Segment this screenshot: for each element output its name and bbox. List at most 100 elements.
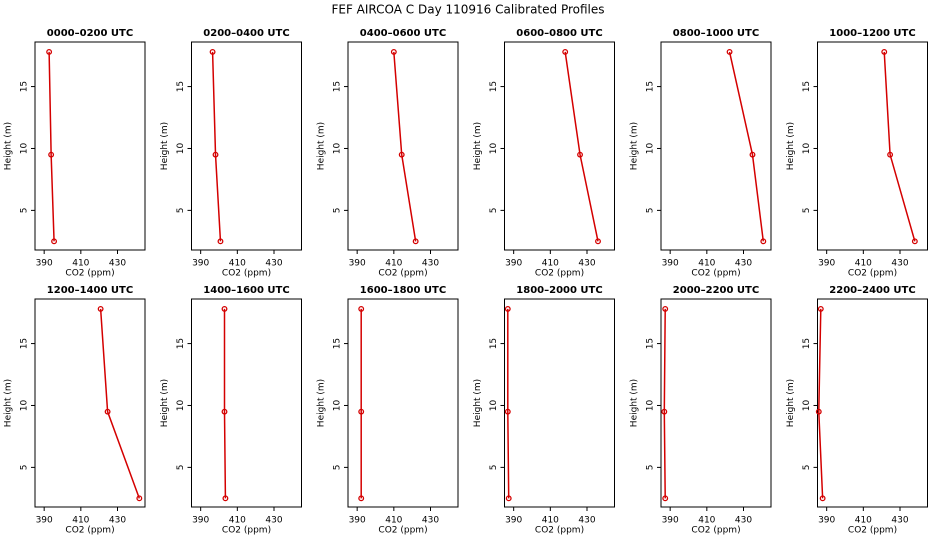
y-tick-label: 10 <box>489 399 499 411</box>
data-point <box>358 408 365 415</box>
data-point <box>221 305 228 312</box>
panel-title: 1000–1200 UTC <box>829 28 915 39</box>
x-tick-label: 390 <box>192 259 209 269</box>
panel-title: 0000–0200 UTC <box>47 28 133 39</box>
profile-line <box>728 51 765 242</box>
y-tick-label: 5 <box>20 465 30 471</box>
x-tick-label: 430 <box>735 516 752 526</box>
data-point <box>887 151 894 158</box>
data-point <box>97 305 104 312</box>
data-point <box>209 48 216 55</box>
x-tick-label: 430 <box>265 259 282 269</box>
y-tick-label: 10 <box>176 142 186 154</box>
plot-frame <box>817 41 928 251</box>
y-tick-label: 10 <box>646 142 656 154</box>
plot-frame <box>34 41 146 251</box>
data-point <box>661 408 668 415</box>
y-tick-label: 10 <box>333 142 343 154</box>
y-axis-label: Height (m) <box>786 122 796 170</box>
x-tick-label: 390 <box>192 516 209 526</box>
y-tick-label: 15 <box>176 81 186 92</box>
y-tick-label: 5 <box>20 208 30 214</box>
x-axis-label: CO2 (ppm) <box>65 269 114 279</box>
data-point <box>504 305 511 312</box>
data-point <box>136 495 143 502</box>
data-point <box>412 238 419 245</box>
data-point <box>726 48 733 55</box>
x-tick-label: 410 <box>542 516 559 526</box>
x-tick-label: 390 <box>662 516 679 526</box>
plot-frame <box>347 41 459 251</box>
panel-title: 0800–1000 UTC <box>673 28 759 39</box>
data-point <box>911 238 918 245</box>
y-tick-label: 15 <box>333 81 343 92</box>
page-title: FEF AIRCOA C Day 110916 Calibrated Profi… <box>331 3 604 17</box>
data-point <box>817 305 824 312</box>
y-tick-label: 15 <box>489 338 499 349</box>
x-tick-label: 430 <box>422 259 439 269</box>
data-point <box>819 495 826 502</box>
data-point <box>504 408 511 415</box>
panel-title: 0400–0600 UTC <box>360 28 446 39</box>
x-tick-label: 390 <box>662 259 679 269</box>
data-point <box>577 151 583 158</box>
y-tick-label: 15 <box>646 81 656 92</box>
x-tick-label: 430 <box>891 516 908 526</box>
y-axis-label: Height (m) <box>630 379 640 427</box>
profile-line <box>564 51 599 242</box>
data-point <box>217 238 224 245</box>
plot-frame <box>660 41 772 251</box>
x-axis-label: CO2 (ppm) <box>222 526 271 536</box>
data-point <box>815 408 822 415</box>
data-point <box>760 238 767 245</box>
y-tick-label: 5 <box>646 208 656 214</box>
profile-line <box>507 308 510 499</box>
profile-line <box>99 308 141 499</box>
x-tick-label: 390 <box>349 259 366 269</box>
x-tick-label: 430 <box>735 259 752 269</box>
profile-line <box>393 51 417 242</box>
panel-title: 1800–2000 UTC <box>516 285 602 296</box>
data-point <box>212 151 219 158</box>
data-point <box>48 151 55 158</box>
x-tick-label: 430 <box>265 516 282 526</box>
data-point <box>51 238 58 245</box>
panel-title: 0200–0400 UTC <box>203 28 289 39</box>
y-tick-label: 15 <box>646 338 656 349</box>
y-tick-label: 15 <box>802 338 812 349</box>
panel-title: 0600–0800 UTC <box>516 28 602 39</box>
x-tick-label: 430 <box>891 259 908 269</box>
y-tick-label: 5 <box>333 465 343 471</box>
x-axis-label: CO2 (ppm) <box>691 269 740 279</box>
x-axis-label: CO2 (ppm) <box>65 526 114 536</box>
panel-title: 1200–1400 UTC <box>47 285 133 296</box>
plot-frame <box>504 41 615 251</box>
plot-frame <box>34 298 146 508</box>
plot-frame <box>660 298 772 508</box>
x-axis-label: CO2 (ppm) <box>691 526 740 536</box>
data-point <box>221 408 228 415</box>
plot-frame <box>817 298 928 508</box>
x-tick-label: 410 <box>855 516 872 526</box>
panel-title: 2200–2400 UTC <box>829 285 915 296</box>
x-tick-label: 430 <box>109 516 126 526</box>
x-tick-label: 410 <box>542 259 559 269</box>
profile-line <box>223 308 227 499</box>
plot-frame <box>347 298 459 508</box>
x-tick-label: 410 <box>855 259 872 269</box>
y-tick-label: 10 <box>333 399 343 411</box>
data-point <box>595 238 601 245</box>
x-tick-label: 390 <box>505 516 522 526</box>
data-point <box>749 151 756 158</box>
y-tick-label: 5 <box>646 465 656 471</box>
x-tick-label: 410 <box>229 259 246 269</box>
profile-line <box>211 51 222 242</box>
data-point <box>662 305 669 312</box>
y-tick-label: 5 <box>176 465 186 471</box>
plot-frame <box>191 298 302 508</box>
data-point <box>390 48 397 55</box>
data-point <box>46 48 53 55</box>
y-tick-label: 10 <box>176 399 186 411</box>
y-axis-label: Height (m) <box>473 379 483 427</box>
x-tick-label: 410 <box>229 516 246 526</box>
